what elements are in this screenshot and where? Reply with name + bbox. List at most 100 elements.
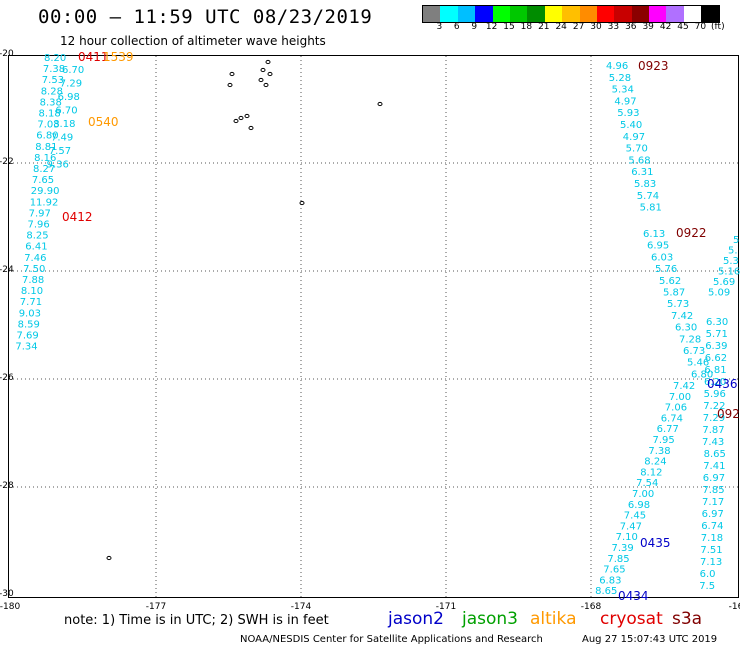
- pass-time-label: 0540: [88, 115, 119, 129]
- swh-point: 6.80: [36, 131, 58, 142]
- swh-point: 5.96: [704, 389, 726, 400]
- island-outline: [244, 113, 250, 119]
- swh-point: 7.85: [607, 554, 629, 565]
- credit-line: NOAA/NESDIS Center for Satellite Applica…: [240, 634, 543, 645]
- swh-point: 5.3: [723, 256, 739, 267]
- lat-tick-label: -26: [0, 373, 14, 383]
- swh-point: 7.03: [37, 120, 59, 131]
- scale-swatch: [631, 6, 650, 22]
- swh-point: 7.18: [701, 533, 723, 544]
- scale-swatch: [544, 6, 563, 22]
- scale-swatch: [701, 6, 719, 22]
- pass-time-label: 0923: [638, 59, 669, 73]
- scale-swatch: [562, 6, 580, 22]
- swh-point: 8.18: [53, 119, 75, 130]
- swh-point: 4.96: [606, 61, 628, 72]
- swh-point: 7.87: [702, 425, 724, 436]
- swh-point: 8.28: [41, 86, 63, 97]
- swh-point: 5.40: [620, 120, 642, 131]
- swh-point: 8.27: [33, 164, 55, 175]
- swh-point: 7.96: [28, 220, 50, 231]
- pass-time-label: 0434: [618, 589, 649, 603]
- swh-point: 7.47: [620, 521, 642, 532]
- scale-swatch: [509, 6, 528, 22]
- island-outline: [233, 118, 239, 124]
- map-frame: [8, 55, 739, 598]
- swh-point: 5.73: [667, 299, 689, 310]
- legend-s3a: s3a: [672, 609, 703, 629]
- swh-point: 6.83: [599, 575, 621, 586]
- swh-point: 6.13: [643, 229, 665, 240]
- swh-point: 6.81: [704, 365, 726, 376]
- swh-point: 8.20: [44, 53, 66, 64]
- generation-timestamp: Aug 27 15:07:43 UTC 2019: [582, 634, 718, 645]
- scale-tick-label: 42: [659, 22, 672, 32]
- scale-tick-label: 12: [485, 22, 498, 32]
- legend-jason3: jason3: [462, 609, 518, 629]
- scale-swatch: [475, 6, 493, 22]
- swh-point: 7.00: [632, 489, 654, 500]
- scale-tick-label: 30: [590, 22, 602, 32]
- island-outline: [260, 67, 266, 73]
- swh-point: 6.97: [703, 473, 725, 484]
- legend-altika: altika: [530, 609, 577, 629]
- island-outline: [248, 125, 254, 131]
- scale-tick-label: 6: [453, 22, 460, 32]
- scale-swatch: [666, 6, 684, 22]
- pass-time-label: 1539: [103, 50, 134, 64]
- swh-point: 7.22: [703, 401, 725, 412]
- island-outline: [263, 82, 269, 88]
- scale-tick-label: 18: [520, 22, 533, 32]
- swh-point: 7.38: [648, 446, 670, 457]
- swh-point: 5.81: [640, 203, 662, 214]
- swh-point: 5.87: [663, 288, 685, 299]
- lat-tick-label: -24: [0, 265, 14, 275]
- swh-point: 6.95: [647, 241, 669, 252]
- swh-point: 7.51: [700, 545, 722, 556]
- swh-point: 7.38: [43, 64, 65, 75]
- scale-tick-label: 9: [471, 22, 478, 32]
- scale-tick-label: 3: [436, 22, 443, 32]
- swh-point: 6.30: [706, 317, 728, 328]
- swh-point: 6.0: [700, 569, 716, 580]
- scale-swatch: [527, 6, 545, 22]
- lon-tick-label: -174: [290, 602, 312, 612]
- swh-point: 5.76: [655, 264, 677, 275]
- map-subtitle: 12 hour collection of altimeter wave hei…: [60, 34, 326, 48]
- swh-point: 6.41: [25, 242, 47, 253]
- swh-point: 5.68: [628, 155, 650, 166]
- swh-point: 6.30: [675, 323, 697, 334]
- swh-point: 5.70: [626, 144, 648, 155]
- scale-tick-label: 70: [694, 22, 707, 32]
- scale-tick-label: 15: [503, 22, 515, 32]
- swh-point: 6.20: [704, 377, 726, 388]
- swh-point: 7.29: [60, 79, 82, 90]
- scale-swatch: [614, 6, 632, 22]
- swh-point: 11.92: [30, 197, 59, 208]
- swh-point: 5: [733, 235, 739, 246]
- swh-point: 7.57: [49, 146, 71, 157]
- swh-point: 29.90: [31, 186, 60, 197]
- swh-point: 6.62: [705, 353, 727, 364]
- swh-point: 5.46: [687, 358, 709, 369]
- swh-point: 9.03: [19, 308, 41, 319]
- swh-point: 7.49: [51, 133, 73, 144]
- swh-point: 5.09: [708, 288, 730, 299]
- swh-point: 4.97: [623, 132, 645, 143]
- lat-tick-label: -20: [0, 49, 14, 59]
- lat-tick-label: -30: [0, 589, 14, 599]
- scale-swatch: [457, 6, 476, 22]
- scale-tick-label: 24: [555, 22, 567, 32]
- swh-point: 8.16: [34, 153, 56, 164]
- swh-point: 5.74: [637, 191, 659, 202]
- swh-point: 7.95: [653, 435, 675, 446]
- scale-tick-label: 36: [625, 22, 637, 32]
- legend-cryosat: cryosat: [600, 609, 663, 629]
- swh-point: 7.00: [669, 392, 691, 403]
- swh-point: 7.65: [32, 175, 54, 186]
- pass-time-label: 0435: [640, 536, 671, 550]
- swh-point: 7.71: [20, 297, 42, 308]
- swh-point: 7.85: [702, 485, 724, 496]
- scale-tick-label: 45: [677, 22, 689, 32]
